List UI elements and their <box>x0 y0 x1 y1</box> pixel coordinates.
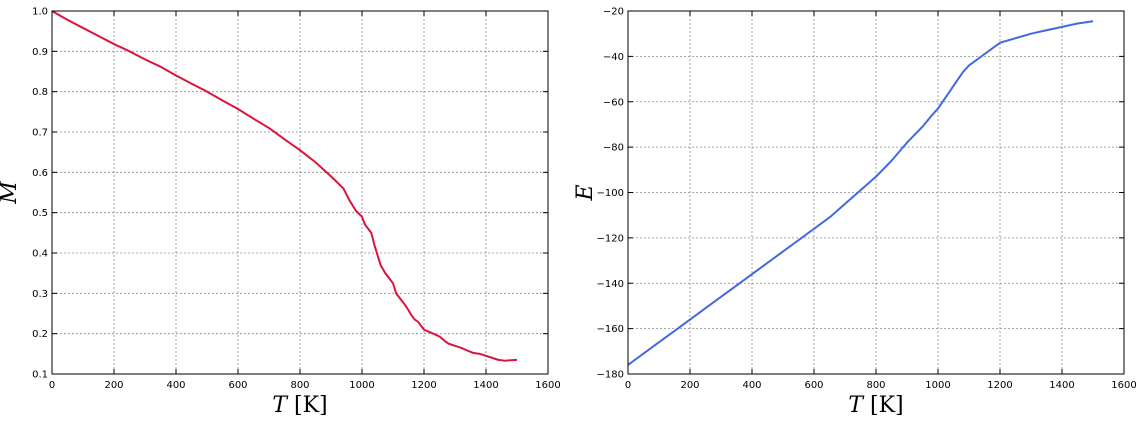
x-tick-label: 1600 <box>535 380 560 391</box>
x-tick-label: 1000 <box>349 380 374 391</box>
series-line-0 <box>627 20 1094 366</box>
x-axis-label: T [K] <box>272 393 327 418</box>
x-tick-label: 600 <box>804 380 823 391</box>
x-axis-unit: [K] <box>870 393 904 418</box>
y-tick-label: 0.3 <box>32 289 48 300</box>
y-tick-label: 0.9 <box>32 47 48 58</box>
y-tick-label: 0.7 <box>32 128 48 139</box>
x-tick-label: 1600 <box>1111 380 1136 391</box>
y-tick-label: −140 <box>597 279 624 290</box>
x-axis-label: T [K] <box>848 393 903 418</box>
y-tick-label: 1.0 <box>32 7 48 18</box>
y-tick-label: −120 <box>597 233 624 244</box>
y-tick-label: 0.5 <box>32 208 48 219</box>
y-tick-label: −160 <box>597 324 624 335</box>
y-tick-label: 0.4 <box>32 249 48 260</box>
y-tick-label: −60 <box>603 97 624 108</box>
x-tick-label: 1400 <box>1049 380 1074 391</box>
x-tick-label: 1200 <box>987 380 1012 391</box>
x-tick-label: 400 <box>742 380 761 391</box>
series-line-0 <box>51 10 518 362</box>
x-tick-label: 1400 <box>473 380 498 391</box>
y-tick-label: 0.1 <box>32 370 48 381</box>
x-tick-label: 0 <box>49 380 55 391</box>
x-axis-unit: [K] <box>294 393 328 418</box>
y-tick-label: −40 <box>603 52 624 63</box>
magnetization-chart: 0 200 400 600 800 1000 1200 1400 1600 0.1 0.2 0.3 0.… <box>0 7 561 419</box>
y-axis-label: M <box>0 181 22 205</box>
x-tick-label: 800 <box>290 380 309 391</box>
y-tick-label: −100 <box>597 188 624 199</box>
y-axis-label: E <box>573 184 598 201</box>
x-tick-label: 200 <box>680 380 699 391</box>
x-tick-label: 1000 <box>925 380 950 391</box>
y-tick-label: −180 <box>597 370 624 381</box>
energy-chart: 0 200 400 600 800 1000 1200 1400 1600 −180 −160 −14… <box>573 7 1137 419</box>
x-tick-label: 0 <box>625 380 631 391</box>
x-axis-symbol: T <box>848 393 870 418</box>
x-tick-label: 400 <box>166 380 185 391</box>
y-tick-label: 0.2 <box>32 329 48 340</box>
y-tick-label: −20 <box>603 7 624 18</box>
y-tick-label: −80 <box>603 143 624 154</box>
x-tick-label: 600 <box>228 380 247 391</box>
x-tick-label: 1200 <box>411 380 436 391</box>
x-tick-label: 200 <box>104 380 123 391</box>
y-tick-label: 0.8 <box>32 87 48 98</box>
x-tick-label: 800 <box>866 380 885 391</box>
x-axis-symbol: T <box>272 393 294 418</box>
y-tick-label: 0.6 <box>32 168 48 179</box>
